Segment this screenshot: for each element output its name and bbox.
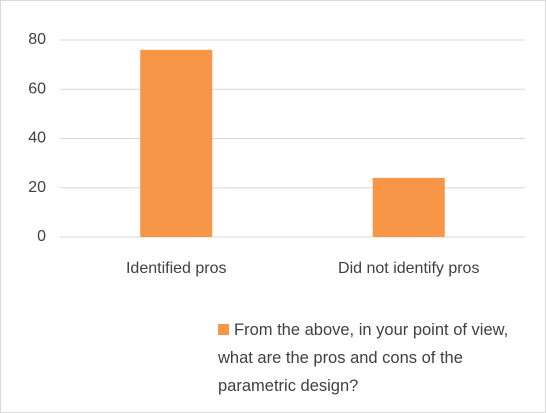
bar (140, 49, 213, 237)
x-tick-label: Did not identify pros (338, 260, 479, 277)
bar (372, 177, 445, 237)
y-tick-label: 0 (37, 228, 46, 245)
y-tick-label: 60 (28, 80, 46, 97)
legend-label: From the above, in your point of view, w… (218, 321, 509, 395)
x-tick-label: Identified pros (126, 260, 227, 277)
y-tick-label: 40 (28, 130, 46, 147)
legend: From the above, in your point of view, w… (218, 316, 538, 400)
y-tick-label: 20 (28, 179, 46, 196)
legend-key (218, 324, 229, 335)
y-tick-label: 80 (28, 31, 46, 48)
